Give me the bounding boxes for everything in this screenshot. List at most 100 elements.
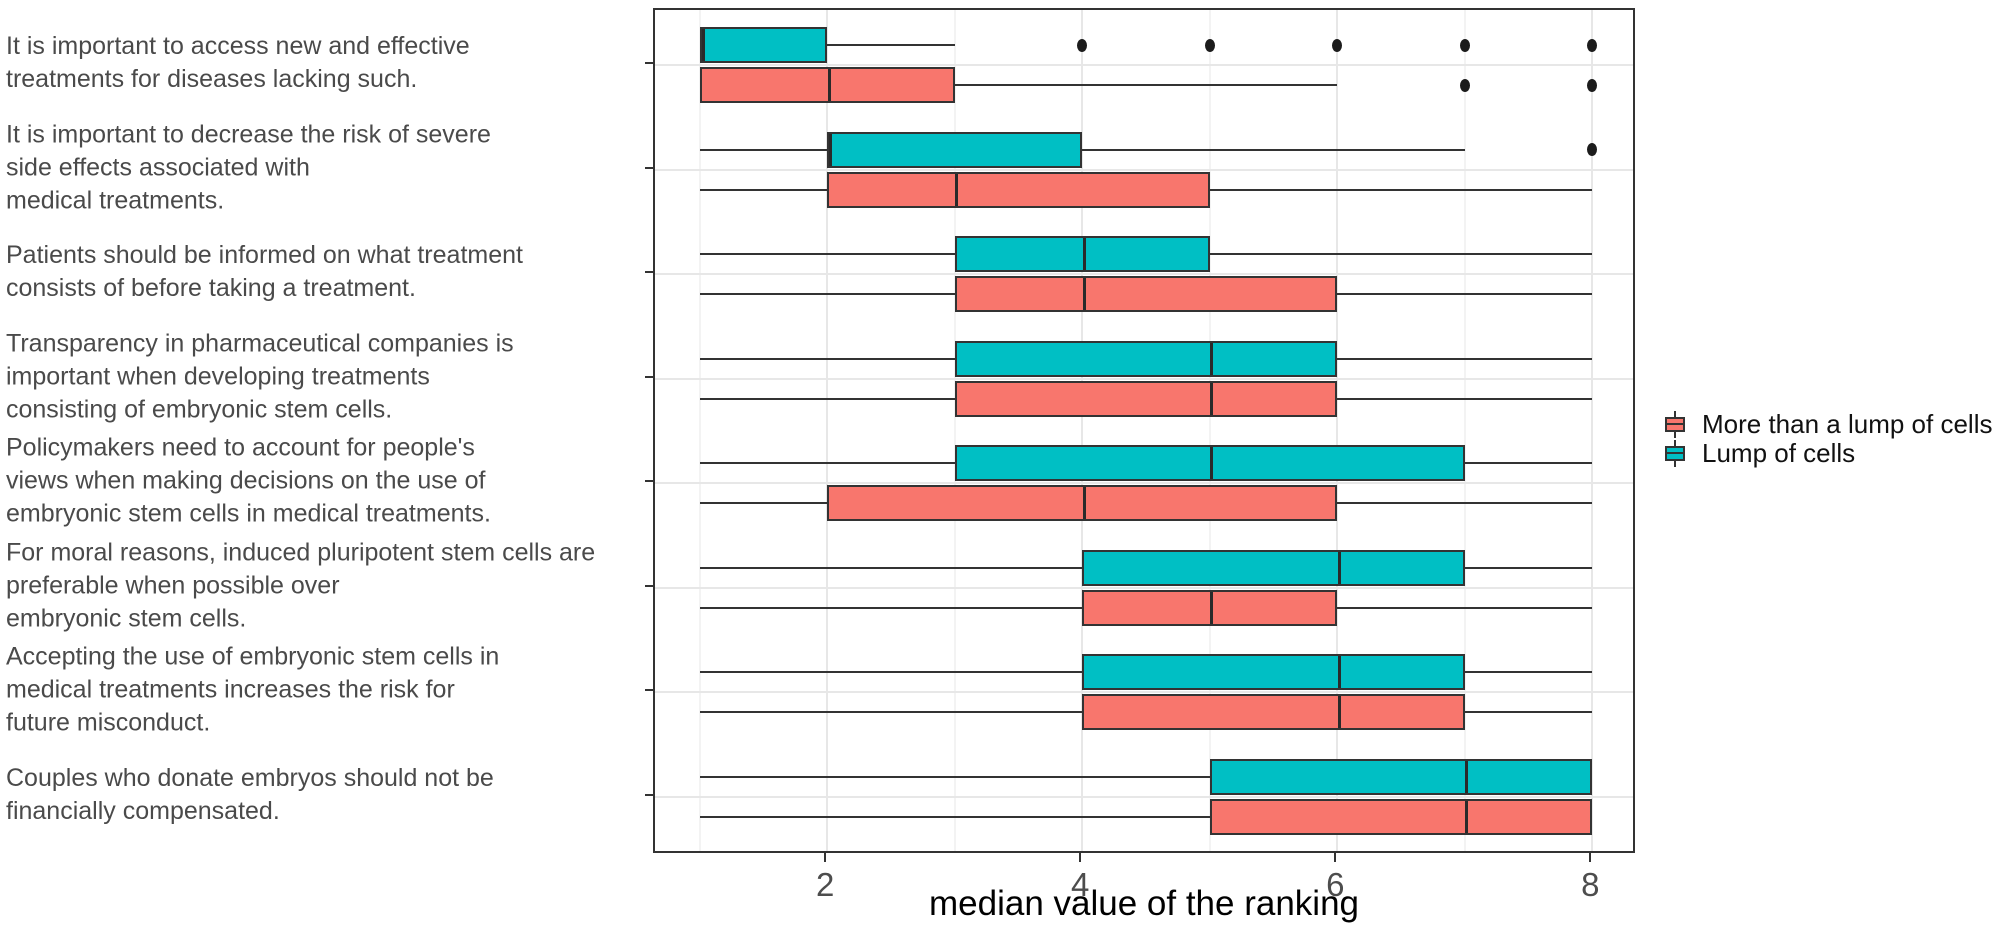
boxplot-box-more bbox=[1082, 694, 1465, 730]
x-tick-mark bbox=[1079, 853, 1082, 862]
whisker-left bbox=[699, 462, 955, 464]
whisker-right bbox=[827, 44, 955, 46]
outlier-point bbox=[1077, 38, 1088, 52]
outlier-point bbox=[1332, 38, 1343, 52]
median-line bbox=[701, 29, 705, 61]
median-line bbox=[829, 133, 833, 166]
category-label-line: medical treatments. bbox=[6, 186, 225, 214]
category-label-line: treatments for diseases lacking such. bbox=[6, 65, 418, 93]
gridline-category-8 bbox=[655, 795, 1633, 798]
key-box bbox=[1665, 445, 1685, 461]
gridline-minor-x3 bbox=[953, 10, 956, 851]
whisker-left bbox=[699, 711, 1083, 713]
x-tick-mark bbox=[1589, 853, 1592, 862]
category-label-line: financially compensated. bbox=[6, 796, 280, 825]
whisker-right bbox=[1337, 606, 1593, 609]
gridline-minor-x1 bbox=[698, 10, 701, 851]
whisker-left bbox=[699, 606, 1083, 609]
median-line bbox=[1210, 382, 1214, 415]
outlier-point bbox=[1587, 143, 1598, 156]
outlier-point bbox=[1459, 78, 1470, 92]
category-label: Accepting the use of embryonic stem cell… bbox=[6, 641, 499, 740]
category-label-line: consisting of embryonic stem cells. bbox=[6, 395, 393, 423]
whisker-left bbox=[699, 566, 1083, 569]
whisker-left bbox=[699, 357, 955, 360]
whisker-left bbox=[699, 671, 1083, 673]
boxplot-key-icon bbox=[1665, 439, 1685, 467]
gridline-major-x2 bbox=[826, 10, 829, 851]
category-label: For moral reasons, induced pluripotent s… bbox=[6, 536, 595, 635]
boxplot-box-more bbox=[827, 171, 1210, 208]
category-label-line: embryonic stem cells. bbox=[6, 604, 247, 632]
category-label-line: For moral reasons, induced pluripotent s… bbox=[6, 538, 596, 566]
median-line bbox=[1082, 238, 1086, 270]
boxplot-box-lump bbox=[1082, 549, 1465, 586]
boxplot-box-lump bbox=[954, 236, 1210, 272]
boxplot-box-lump bbox=[1082, 654, 1465, 690]
whisker-right bbox=[954, 84, 1338, 86]
whisker-right bbox=[1464, 462, 1593, 464]
legend-entry: Lump of cells bbox=[1665, 437, 1992, 468]
legend-entry: More than a lump of cells bbox=[1665, 408, 1993, 439]
whisker-right bbox=[1337, 293, 1593, 295]
median-line bbox=[1082, 278, 1086, 310]
legend-label: Lump of cells bbox=[1702, 437, 1856, 468]
x-tick-label: 2 bbox=[815, 866, 835, 903]
category-label: Policymakers need to account for people'… bbox=[6, 432, 491, 531]
whisker-right bbox=[1337, 357, 1593, 360]
category-label-line: embryonic stem cells in medical treatmen… bbox=[6, 499, 491, 528]
category-label: It is important to decrease the risk of … bbox=[6, 118, 491, 217]
whisker-left bbox=[699, 253, 955, 255]
key-median-line bbox=[1667, 452, 1683, 454]
boxplot-box-more bbox=[954, 380, 1338, 417]
x-tick-label: 8 bbox=[1581, 866, 1600, 903]
category-label-line: Transparency in pharmaceutical companies… bbox=[6, 329, 514, 357]
x-tick-label: 6 bbox=[1326, 866, 1345, 903]
boxplot-box-lump bbox=[954, 340, 1338, 377]
median-line bbox=[1210, 591, 1214, 624]
median-line bbox=[955, 173, 959, 206]
gridline-category-5 bbox=[655, 482, 1633, 484]
whisker-left bbox=[699, 293, 955, 295]
category-label-line: Accepting the use of embryonic stem cell… bbox=[6, 642, 500, 671]
boxplot-box-more bbox=[1209, 798, 1593, 835]
category-label-line: preferable when possible over bbox=[6, 571, 340, 599]
gridline-minor-x7 bbox=[1463, 10, 1466, 851]
gridline-category-4 bbox=[655, 377, 1633, 380]
key-box bbox=[1665, 416, 1685, 432]
whisker-left bbox=[699, 397, 955, 400]
gridline-minor-x5 bbox=[1208, 10, 1211, 851]
gridline-category-2 bbox=[655, 168, 1633, 171]
category-label-line: Policymakers need to account for people'… bbox=[6, 433, 475, 462]
whisker-right bbox=[1209, 253, 1593, 255]
y-tick-mark bbox=[645, 271, 653, 273]
gridline-major-x8 bbox=[1591, 10, 1594, 851]
category-label-line: views when making decisions on the use o… bbox=[6, 466, 486, 495]
boxplot-box-lump bbox=[699, 27, 828, 63]
gridline-category-3 bbox=[655, 273, 1633, 275]
y-tick-mark bbox=[645, 62, 653, 64]
category-label-line: consists of before taking a treatment. bbox=[6, 274, 416, 302]
whisker-right bbox=[1337, 502, 1593, 504]
legend-label: More than a lump of cells bbox=[1702, 408, 1993, 439]
y-tick-mark bbox=[645, 375, 653, 378]
outlier-point bbox=[1587, 78, 1598, 92]
outlier-point bbox=[1587, 38, 1598, 52]
whisker-left bbox=[699, 815, 1210, 818]
boxplot-box-lump bbox=[1209, 758, 1593, 795]
y-tick-mark bbox=[645, 480, 653, 482]
median-line bbox=[1337, 696, 1341, 728]
outlier-point bbox=[1204, 38, 1215, 52]
plot-panel bbox=[653, 8, 1635, 853]
median-line bbox=[1465, 800, 1469, 833]
median-line bbox=[1465, 760, 1469, 793]
whisker-right bbox=[1464, 671, 1593, 673]
category-label-line: Patients should be informed on what trea… bbox=[6, 241, 523, 269]
x-tick-mark bbox=[824, 853, 827, 862]
boxplot-box-lump bbox=[954, 445, 1465, 481]
median-line bbox=[1082, 487, 1086, 519]
category-label-line: It is important to access new and effect… bbox=[6, 32, 470, 60]
median-line bbox=[827, 69, 831, 101]
category-label-line: important when developing treatments bbox=[6, 362, 430, 390]
